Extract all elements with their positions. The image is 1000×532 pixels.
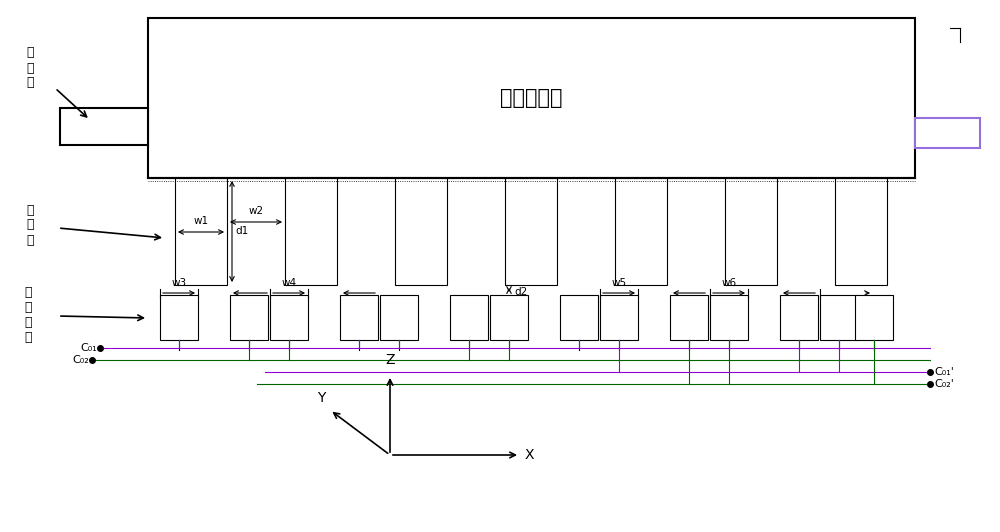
Bar: [600, 295, 638, 340]
Text: C₀₂: C₀₂: [72, 355, 89, 365]
Text: 固
定
电
极: 固 定 电 极: [24, 286, 32, 344]
Bar: [270, 295, 308, 340]
Bar: [855, 295, 893, 340]
Text: w3: w3: [171, 278, 187, 288]
Text: C₀₁: C₀₁: [80, 343, 97, 353]
Text: 可动质量块: 可动质量块: [500, 88, 563, 108]
Bar: [835, 178, 887, 285]
Bar: [780, 295, 818, 340]
Bar: [670, 295, 708, 340]
Bar: [380, 295, 418, 340]
Bar: [820, 295, 858, 340]
Text: 弹
性
梁: 弹 性 梁: [26, 46, 34, 89]
Text: Y: Y: [317, 391, 325, 405]
Bar: [175, 178, 227, 285]
Bar: [60, 108, 148, 145]
Bar: [395, 178, 447, 285]
Bar: [450, 295, 488, 340]
Text: w4: w4: [281, 278, 297, 288]
Text: Z: Z: [385, 353, 395, 367]
Text: X: X: [525, 448, 534, 462]
Bar: [560, 295, 598, 340]
Bar: [340, 295, 378, 340]
Text: d2: d2: [514, 287, 527, 297]
Text: w6: w6: [721, 278, 737, 288]
Text: w1: w1: [193, 216, 209, 226]
Bar: [615, 178, 667, 285]
Text: w5: w5: [611, 278, 627, 288]
Bar: [505, 178, 557, 285]
Bar: [285, 178, 337, 285]
Text: C₀₁': C₀₁': [934, 367, 954, 377]
Bar: [915, 118, 980, 148]
Text: 栅
电
极: 栅 电 极: [26, 204, 34, 246]
Bar: [148, 18, 915, 178]
Bar: [490, 295, 528, 340]
Bar: [710, 295, 748, 340]
Bar: [230, 295, 268, 340]
Bar: [725, 178, 777, 285]
Text: C₀₂': C₀₂': [934, 379, 954, 389]
Text: w2: w2: [248, 206, 264, 216]
Text: d1: d1: [235, 227, 248, 237]
Bar: [160, 295, 198, 340]
